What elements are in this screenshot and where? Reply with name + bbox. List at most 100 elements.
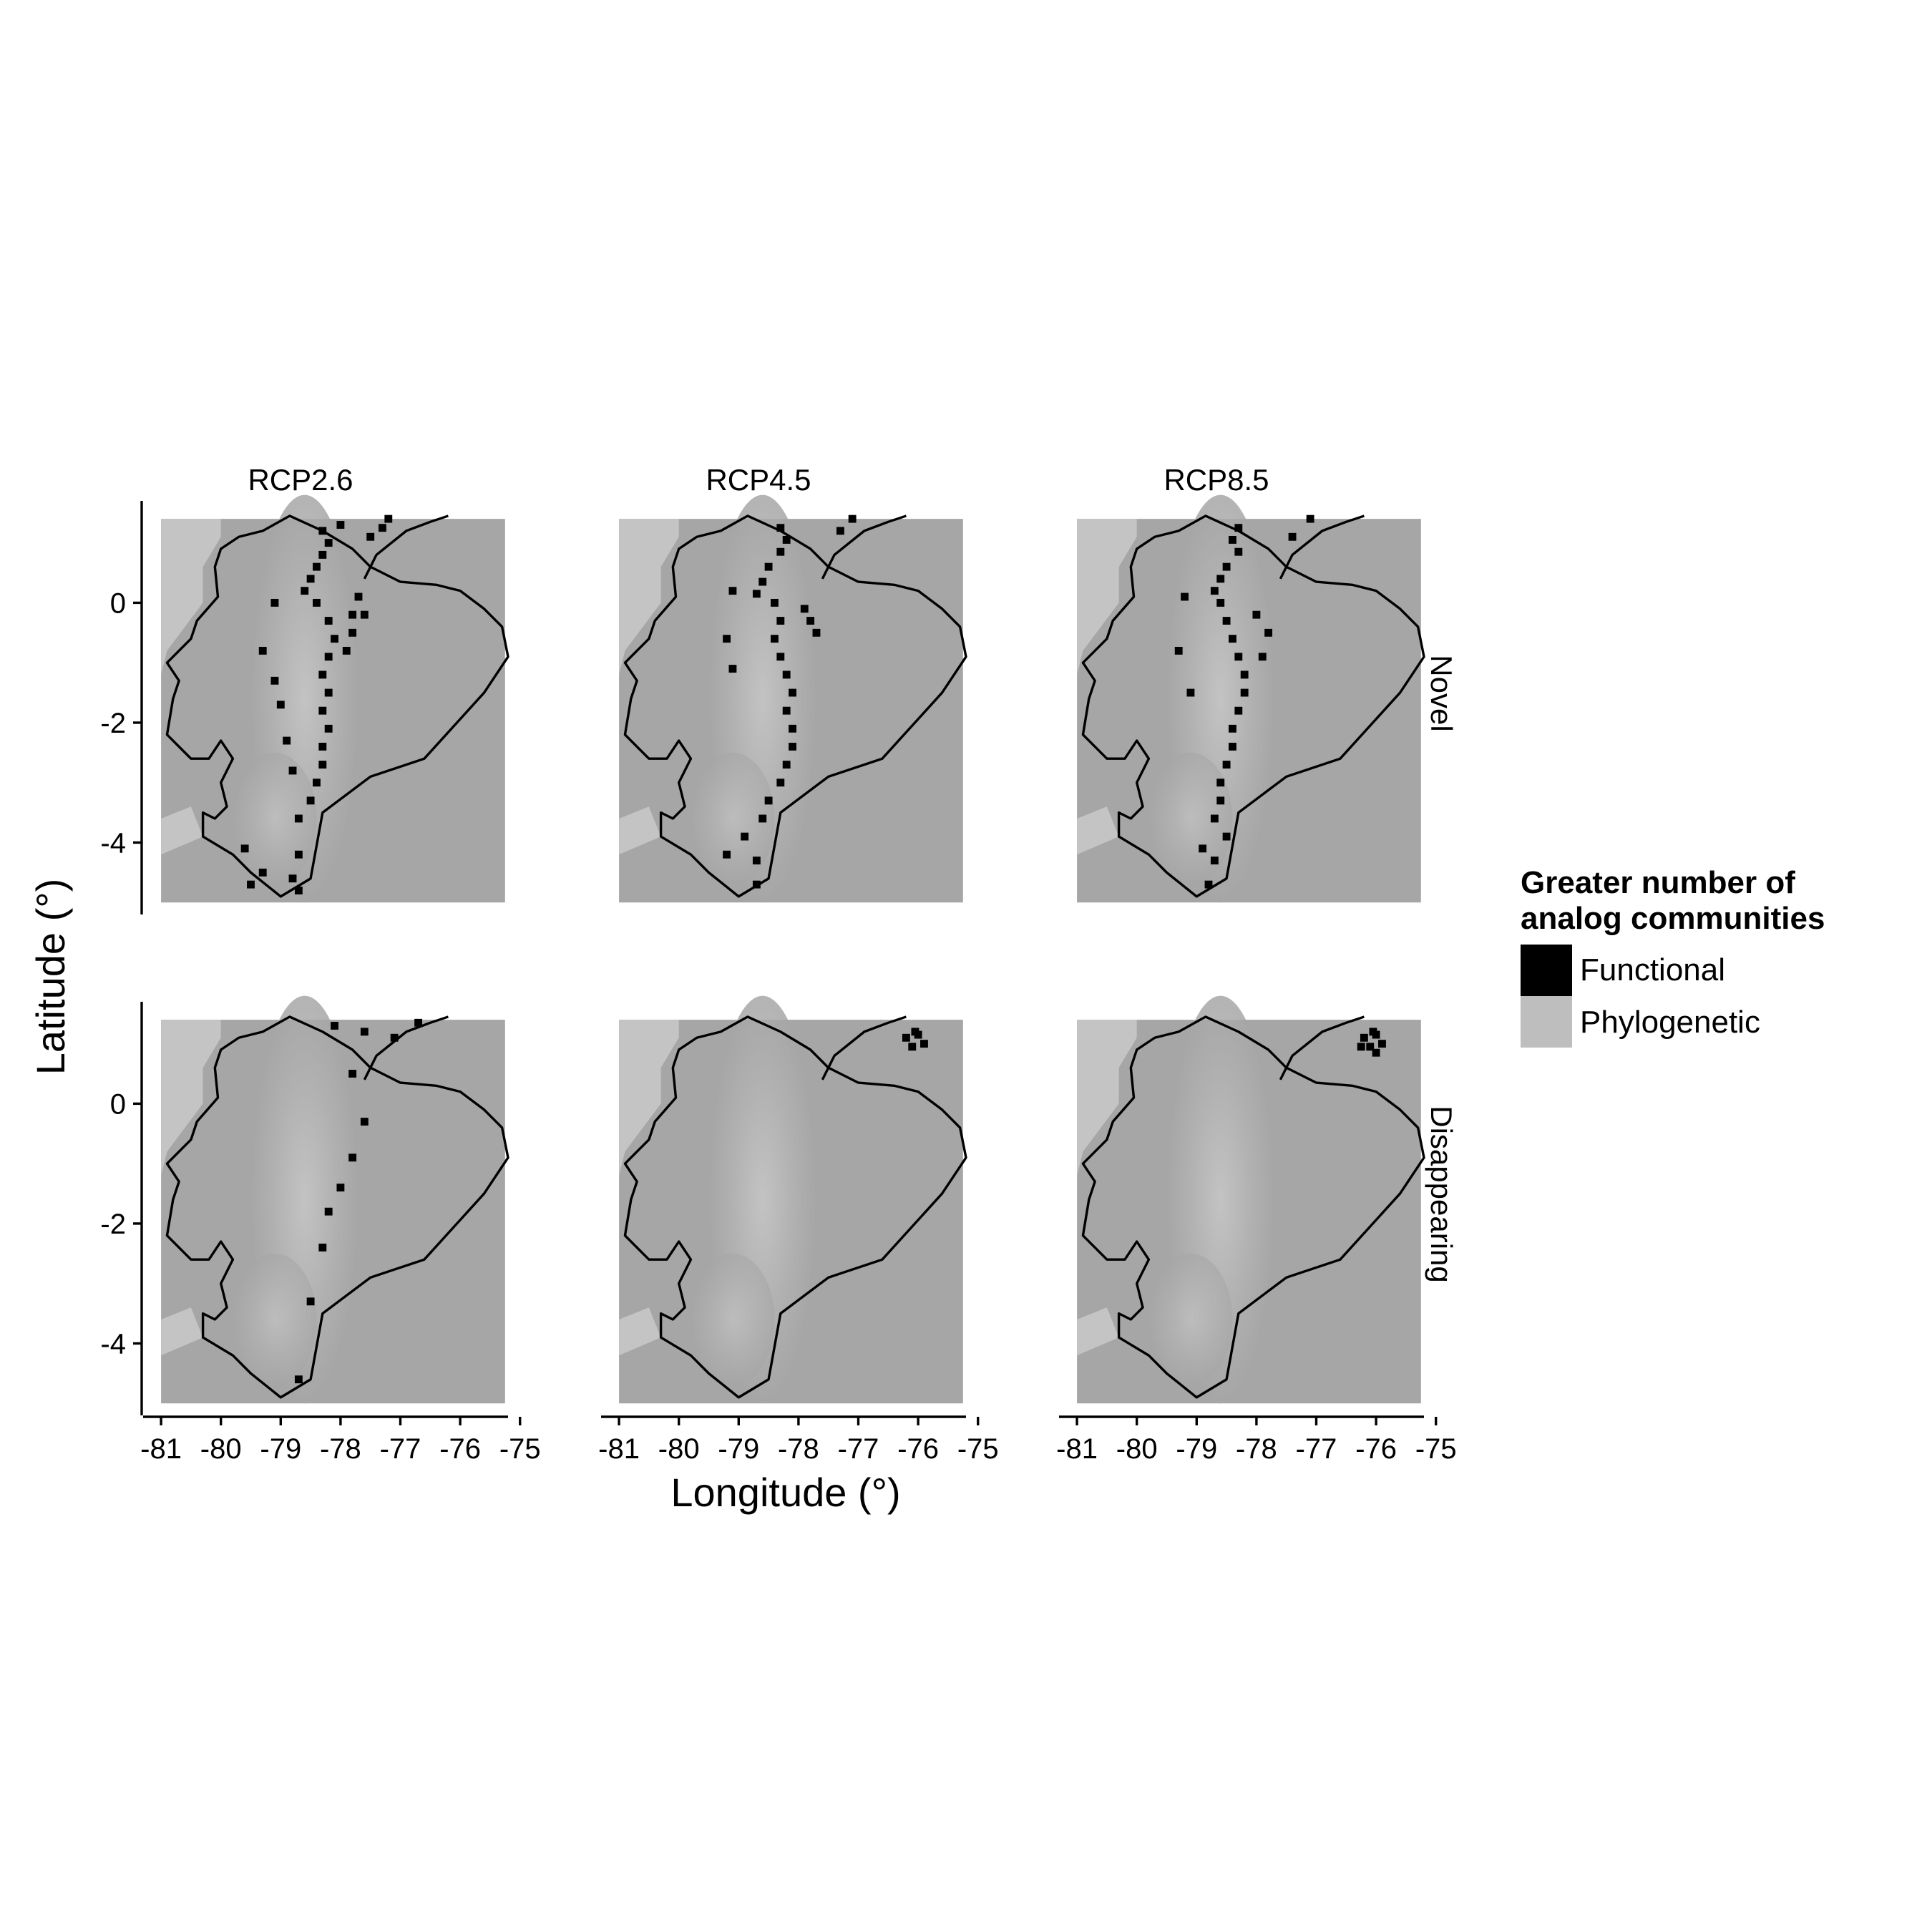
functional-cell [800, 605, 809, 613]
phylogenetic-area [1077, 1020, 1137, 1176]
panel-novel-rcp45 [619, 494, 967, 903]
row-label: Novel [1425, 655, 1458, 731]
andes-relief [233, 1253, 317, 1386]
functional-cell [378, 524, 386, 532]
functional-cell [1199, 844, 1207, 853]
x-tick-label: -79 [718, 1433, 759, 1465]
functional-cell [1234, 524, 1243, 532]
functional-cell [306, 575, 315, 583]
column-label: RCP2.6 [248, 463, 353, 497]
functional-cell [1366, 1043, 1375, 1051]
functional-cell [752, 857, 761, 865]
functional-cell [789, 688, 796, 697]
functional-cell [318, 550, 327, 559]
axes: RCP2.6 RCP4.5 RCP8.5 Novel Disappearing 0 -2 -4… [100, 463, 1458, 1465]
functional-cell [908, 1043, 917, 1051]
functional-cell [920, 1040, 928, 1048]
functional-cell [1240, 688, 1249, 697]
functional-cell [1222, 562, 1231, 571]
functional-cell [1378, 1040, 1386, 1048]
phylogenetic-area [1077, 519, 1137, 675]
functional-cell [764, 796, 773, 805]
functional-cell [1372, 1048, 1380, 1057]
functional-cell [318, 1244, 327, 1252]
border-line [821, 1015, 907, 1080]
legend-title-line2: analog communities [1521, 901, 1825, 936]
column-label: RCP8.5 [1163, 463, 1269, 497]
functional-cell [1186, 688, 1195, 697]
functional-cell [812, 628, 821, 637]
legend-swatch-functional [1521, 945, 1572, 996]
border-line [1279, 1015, 1365, 1080]
functional-cell [1229, 724, 1236, 733]
phylogenetic-area [1077, 806, 1119, 855]
x-tick-label: -80 [1116, 1433, 1158, 1465]
y-tick-label: -4 [100, 1328, 126, 1360]
functional-cell [1357, 1043, 1365, 1051]
functional-cell [1229, 743, 1236, 751]
functional-cell [360, 610, 369, 619]
phylogenetic-area [619, 1307, 661, 1356]
functional-cell [366, 532, 375, 541]
functional-cell [776, 779, 785, 787]
functional-cell [313, 598, 321, 607]
functional-cell [348, 628, 357, 637]
functional-cell [1252, 610, 1261, 619]
y-tick-label: 0 [110, 587, 126, 619]
functional-cell [728, 587, 737, 595]
functional-cell [1306, 514, 1314, 523]
functional-cell [324, 653, 333, 661]
functional-cell [764, 562, 773, 571]
functional-cell [313, 779, 321, 787]
phylogenetic-area [161, 519, 221, 675]
functional-cell [318, 670, 327, 679]
row-label: Disappearing [1425, 1106, 1458, 1283]
border-line [821, 514, 907, 580]
functional-cell [752, 590, 761, 598]
functional-cell [1181, 592, 1189, 601]
x-tick-label: -77 [380, 1433, 421, 1465]
panel-disappearing-rcp85 [1077, 995, 1425, 1404]
functional-cell [288, 874, 297, 883]
functional-cell [1222, 761, 1231, 769]
functional-cell [771, 598, 779, 607]
border-line [363, 514, 449, 580]
border-line [363, 1015, 449, 1080]
functional-cell [384, 514, 393, 523]
functional-cell [294, 814, 303, 823]
x-tick-label: -77 [1296, 1433, 1337, 1465]
functional-cell [414, 1018, 423, 1027]
functional-cell [1210, 587, 1219, 595]
functional-cell [247, 880, 255, 889]
panel-disappearing-rcp26 [161, 995, 509, 1404]
x-tick-label: -81 [1056, 1433, 1098, 1465]
phylogenetic-area [161, 1020, 221, 1176]
functional-cell [776, 524, 785, 532]
functional-cell [1216, 796, 1225, 805]
functional-cell [741, 832, 749, 841]
x-axis-title: Longitude (°) [670, 1470, 900, 1515]
functional-cell [782, 706, 791, 715]
functional-cell [313, 562, 321, 571]
functional-cell [728, 665, 737, 673]
functional-cell [1229, 536, 1236, 544]
functional-cell [294, 1375, 303, 1384]
functional-cell [771, 635, 779, 643]
functional-cell [782, 761, 791, 769]
panel-novel-rcp26 [161, 494, 509, 903]
functional-cell [1174, 646, 1183, 655]
functional-cell [836, 527, 844, 535]
functional-cell [1222, 617, 1231, 625]
border-line [1279, 514, 1365, 580]
functional-cell [348, 1070, 357, 1078]
functional-cell [342, 646, 351, 655]
functional-cell [324, 1207, 333, 1216]
functional-cell [1240, 670, 1249, 679]
x-tick-label: -80 [200, 1433, 242, 1465]
functional-cell [270, 676, 279, 685]
x-tick-label: -76 [897, 1433, 939, 1465]
functional-cell [806, 617, 815, 625]
functional-cell [789, 724, 796, 733]
country-outline [623, 1015, 967, 1399]
andes-relief [691, 752, 775, 885]
